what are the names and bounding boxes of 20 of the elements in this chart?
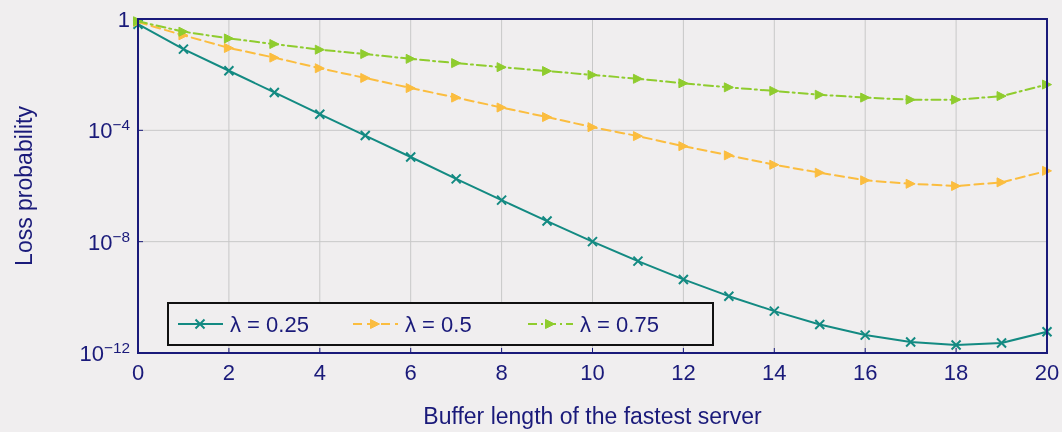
x-tick-label: 0: [131, 360, 145, 385]
legend-label: λ = 0.5: [405, 312, 472, 337]
y-tick-label: 1: [117, 7, 130, 32]
x-axis-title: Buffer length of the fastest server: [423, 403, 763, 429]
y-tick-label: 10$^{−12}$: [79, 338, 130, 366]
x-tick-label: 8: [495, 360, 508, 385]
x-tick-label: 6: [404, 360, 417, 385]
x-tick-label: 2: [222, 360, 236, 385]
y-tick-label: 10$^{−4}$: [87, 115, 131, 144]
x-tick-label: 4: [313, 360, 326, 385]
x-tick-label: 18: [943, 360, 969, 385]
x-tick-label: 10: [580, 360, 605, 385]
x-tick-label: 20: [1034, 360, 1060, 385]
x-tick-label: 12: [671, 360, 696, 385]
legend-label: λ = 0.75: [580, 312, 659, 337]
legend-label: λ = 0.25: [230, 312, 309, 337]
y-tick-label: 10$^{−8}$: [87, 227, 130, 255]
x-tick-label: 14: [762, 360, 787, 385]
y-axis-title: Loss probability: [11, 105, 37, 266]
x-tick-label: 16: [852, 360, 878, 385]
